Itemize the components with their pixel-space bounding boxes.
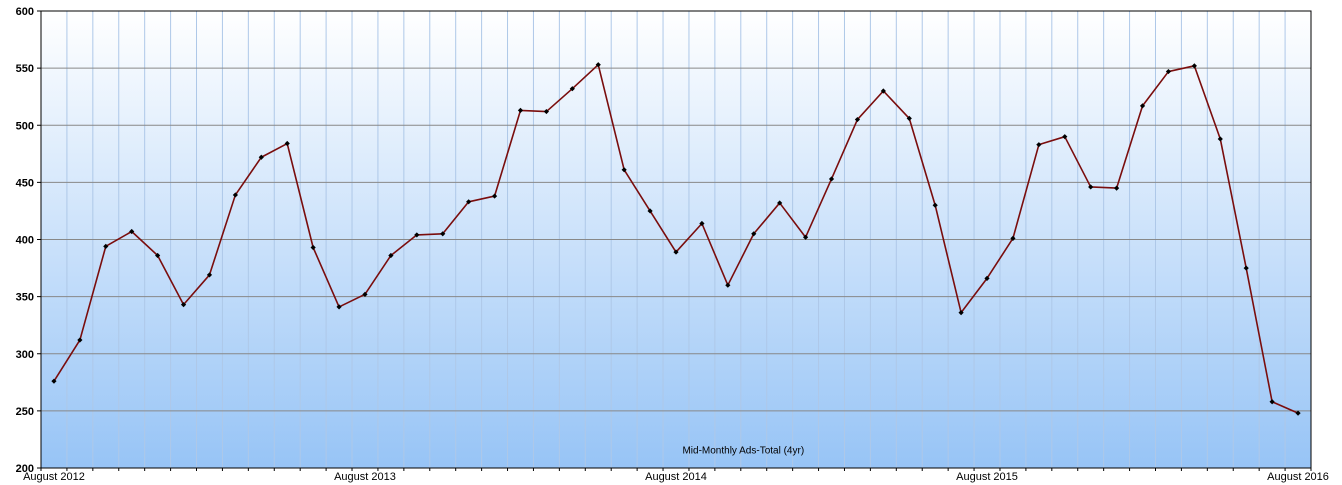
data-point-marker <box>77 337 83 343</box>
x-tick-label: August 2015 <box>956 471 1018 483</box>
data-point-marker <box>336 304 342 310</box>
data-point-marker <box>932 202 938 208</box>
y-tick-label: 500 <box>16 120 34 132</box>
data-point-marker <box>777 200 783 206</box>
data-point-marker <box>751 231 757 237</box>
data-point-marker <box>284 140 290 147</box>
data-point-marker <box>206 272 213 278</box>
data-point-marker <box>802 234 809 240</box>
data-point-marker <box>1269 399 1275 405</box>
data-point-marker <box>414 232 420 238</box>
major-gridlines <box>41 67 1311 412</box>
series-total-ads <box>51 62 1301 416</box>
x-tick-label: August 2016 <box>1267 471 1329 483</box>
data-point-marker <box>310 244 316 251</box>
data-point-marker <box>1295 410 1301 416</box>
data-point-marker <box>595 62 601 68</box>
data-point-marker <box>362 291 368 297</box>
data-point-marker <box>725 282 731 288</box>
data-point-marker <box>673 249 679 255</box>
data-point-marker <box>984 275 990 281</box>
y-tick-label: 600 <box>16 6 34 18</box>
y-axis: 200 250 300 350 400 450 500 550 600 <box>16 6 41 475</box>
data-point-marker <box>906 115 912 121</box>
data-point-marker <box>440 231 446 237</box>
data-point-marker <box>699 220 705 227</box>
data-point-marker <box>1114 185 1120 191</box>
data-point-marker <box>103 243 109 249</box>
data-point-marker <box>958 310 964 316</box>
data-point-marker <box>51 378 57 384</box>
data-point-marker <box>1139 103 1146 109</box>
y-tick-label: 300 <box>16 349 34 361</box>
data-point-marker <box>129 228 135 235</box>
data-point-marker <box>180 302 187 308</box>
data-point-marker <box>466 199 472 205</box>
data-point-marker <box>1217 136 1223 142</box>
data-point-marker <box>621 167 627 173</box>
data-point-marker <box>1062 134 1068 140</box>
data-point-marker <box>1036 142 1042 148</box>
x-tick-label: August 2014 <box>645 471 707 483</box>
data-point-marker <box>828 176 835 182</box>
data-point-marker <box>517 107 524 113</box>
data-point-marker <box>647 208 653 214</box>
y-tick-label: 550 <box>16 63 34 75</box>
data-point-marker <box>1088 184 1094 190</box>
data-point-marker <box>569 86 575 92</box>
data-point-marker <box>258 154 264 160</box>
data-point-marker <box>880 88 886 94</box>
data-point-marker <box>1191 63 1197 69</box>
data-point-marker <box>155 252 161 259</box>
data-point-marker <box>1243 265 1249 271</box>
data-point-marker <box>1010 235 1016 241</box>
data-point-marker <box>543 108 550 115</box>
x-tick-label: August 2013 <box>334 471 396 483</box>
y-tick-label: 250 <box>16 406 34 418</box>
y-tick-label: 450 <box>16 177 34 189</box>
chart-caption: Mid-Monthly Ads-Total (4yr) <box>682 445 804 456</box>
data-point-marker <box>232 192 238 198</box>
x-axis: August 2012 August 2013 August 2014 August … <box>23 468 1329 483</box>
y-tick-label: 350 <box>16 292 34 304</box>
x-tick-label: August 2012 <box>23 471 85 483</box>
data-point-marker <box>1165 68 1172 75</box>
data-point-marker <box>388 252 394 259</box>
data-point-marker <box>491 193 498 199</box>
y-tick-label: 400 <box>16 235 34 247</box>
y-tick-label: 200 <box>16 463 34 475</box>
data-point-marker <box>854 116 861 123</box>
